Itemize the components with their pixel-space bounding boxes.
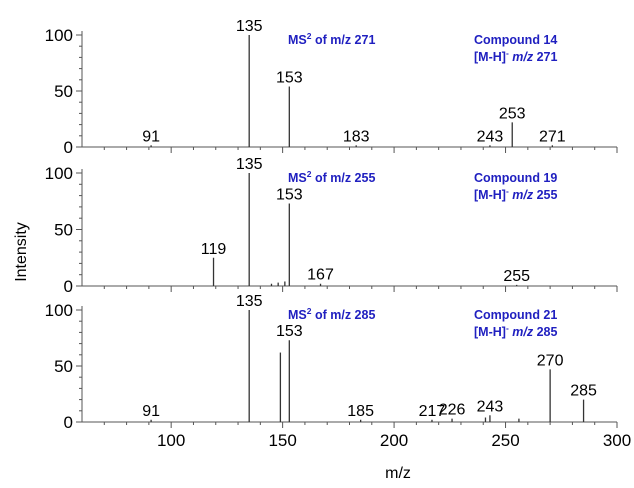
x-axis-title: m/z [385, 465, 411, 482]
peak-label: 91 [142, 128, 160, 145]
x-tick-label: 300 [603, 431, 631, 450]
ion-label-sup: - [506, 323, 509, 333]
peak-label: 135 [236, 293, 263, 310]
ion-label-prefix: [M-H] [474, 325, 506, 339]
y-tick-label: 50 [54, 357, 73, 376]
ion-label-mz: m/z [512, 325, 534, 339]
ion-label: [M-H]- m/z 285 [474, 323, 557, 339]
ms2-title-prefix: MS [288, 308, 307, 322]
ms2-title-suffix: of m/z 255 [311, 171, 375, 185]
compound-label: Compound 21 [474, 308, 557, 322]
x-tick-label: 150 [268, 431, 296, 450]
y-tick-label: 0 [64, 413, 73, 432]
ms2-title: MS2 of m/z 255 [288, 169, 375, 185]
ion-label-value: 285 [533, 325, 557, 339]
x-tick-label: 100 [157, 431, 185, 450]
y-tick-label: 0 [64, 277, 73, 296]
peak-label: 253 [499, 105, 526, 122]
ion-label: [M-H]- m/z 255 [474, 186, 557, 202]
ion-label-value: 271 [533, 50, 557, 64]
peak-label: 255 [503, 268, 530, 285]
y-tick-label: 50 [54, 221, 73, 240]
ms2-title-sup: 2 [307, 306, 312, 316]
ion-label-mz: m/z [512, 50, 534, 64]
ms2-title-suffix: of m/z 285 [311, 308, 375, 322]
peak-label: 271 [539, 128, 566, 145]
x-tick-label: 250 [491, 431, 519, 450]
peak-label: 243 [477, 398, 504, 415]
peak-label: 285 [570, 383, 597, 400]
ion-label-sup: - [506, 186, 509, 196]
peak-label: 135 [236, 18, 263, 35]
ms2-title-sup: 2 [307, 169, 312, 179]
ms2-title: MS2 of m/z 271 [288, 31, 375, 47]
peak-label: 226 [439, 402, 466, 419]
peak-label: 153 [276, 187, 303, 204]
y-tick-label: 0 [64, 138, 73, 157]
ms2-title-suffix: of m/z 271 [311, 33, 375, 47]
compound-label: Compound 19 [474, 171, 557, 185]
ion-label-sup: - [506, 48, 509, 58]
peak-label: 91 [142, 403, 160, 420]
y-tick-label: 100 [45, 301, 73, 320]
ms2-title-prefix: MS [288, 33, 307, 47]
peak-label: 185 [347, 403, 374, 420]
peak-label: 135 [236, 156, 263, 173]
peak-label: 153 [276, 70, 303, 87]
peak-label: 270 [537, 352, 564, 369]
y-tick-label: 100 [45, 164, 73, 183]
peak-label: 153 [276, 323, 303, 340]
ion-label: [M-H]- m/z 271 [474, 48, 557, 64]
peak-label: 243 [477, 128, 504, 145]
y-tick-label: 50 [54, 82, 73, 101]
ion-label-prefix: [M-H] [474, 50, 506, 64]
ms2-title: MS2 of m/z 285 [288, 306, 375, 322]
ion-label-mz: m/z [512, 188, 534, 202]
x-tick-label: 200 [380, 431, 408, 450]
peak-label: 167 [307, 267, 334, 284]
ion-label-value: 255 [533, 188, 557, 202]
y-axis-title: Intensity [13, 222, 30, 282]
compound-label: Compound 14 [474, 33, 557, 47]
ion-label-prefix: [M-H] [474, 188, 506, 202]
y-tick-label: 100 [45, 26, 73, 45]
peak-label: 217 [419, 403, 446, 420]
peak-label: 119 [201, 241, 227, 258]
ms2-title-prefix: MS [288, 171, 307, 185]
ms2-title-sup: 2 [307, 31, 312, 41]
peak-label: 183 [343, 128, 370, 145]
